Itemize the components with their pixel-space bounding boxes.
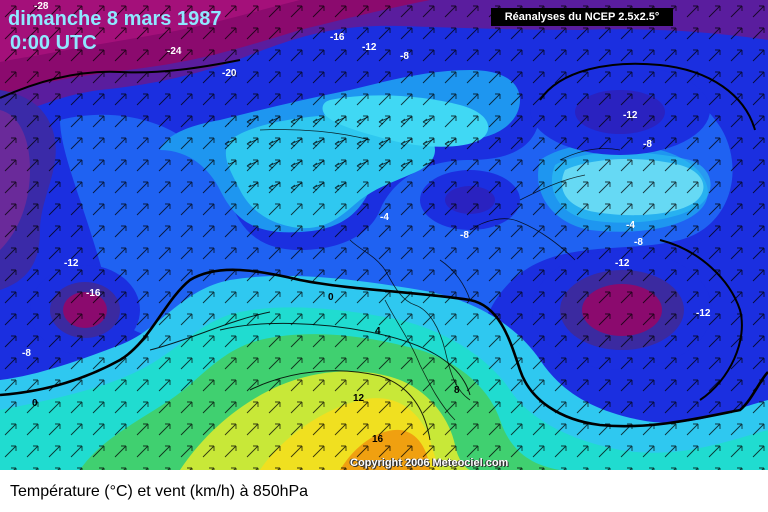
wind-arrows-field xyxy=(0,0,768,470)
contour-label: -28 xyxy=(34,1,49,12)
contour-label: -8 xyxy=(400,51,409,62)
contour-label: -16 xyxy=(330,32,345,43)
wind-arrows-westerly xyxy=(223,109,463,199)
weather-map: -28 -24 -20 -16 -12 -8 -12 -8 -4 -8 -4 -… xyxy=(0,0,768,470)
contour-label: -8 xyxy=(634,237,643,248)
contour-label: 0 xyxy=(328,292,334,303)
contour-label: 8 xyxy=(454,385,460,396)
contour-label: -4 xyxy=(626,220,635,231)
map-time-title: 0:00 UTC xyxy=(10,32,97,54)
contour-label: 16 xyxy=(372,434,384,445)
contour-label: -4 xyxy=(380,212,389,223)
source-badge: Réanalyses du NCEP 2.5x2.5° xyxy=(491,8,673,26)
contour-label: -20 xyxy=(222,68,237,79)
map-caption: Température (°C) et vent (km/h) à 850hPa xyxy=(10,483,309,500)
isotherm-neg8-ne xyxy=(539,62,756,131)
copyright-notice: Copyright 2006 Meteociel.com xyxy=(350,457,509,469)
contour-label: -8 xyxy=(460,230,469,241)
contour-label: -12 xyxy=(615,258,630,269)
coastlines xyxy=(259,129,621,421)
contour-label: -24 xyxy=(167,46,182,57)
contour-label: -8 xyxy=(643,139,652,150)
isotherm-neg8-east xyxy=(659,239,743,401)
isotherms xyxy=(0,59,768,428)
contour-label: -12 xyxy=(64,258,79,269)
contour-label: -12 xyxy=(696,308,711,319)
contour-label: 4 xyxy=(375,326,381,337)
contour-label: -12 xyxy=(623,110,638,121)
contour-label: -16 xyxy=(86,288,101,299)
contour-label: -8 xyxy=(22,348,31,359)
contour-label: 0 xyxy=(32,398,38,409)
isotherm-zero xyxy=(0,268,768,428)
contour-label: 12 xyxy=(353,393,365,404)
isotherms-thin xyxy=(149,311,471,441)
map-date-title: dimanche 8 mars 1987 xyxy=(8,8,222,30)
contour-label: -12 xyxy=(362,42,377,53)
isotherm-neg8-west xyxy=(0,59,241,99)
